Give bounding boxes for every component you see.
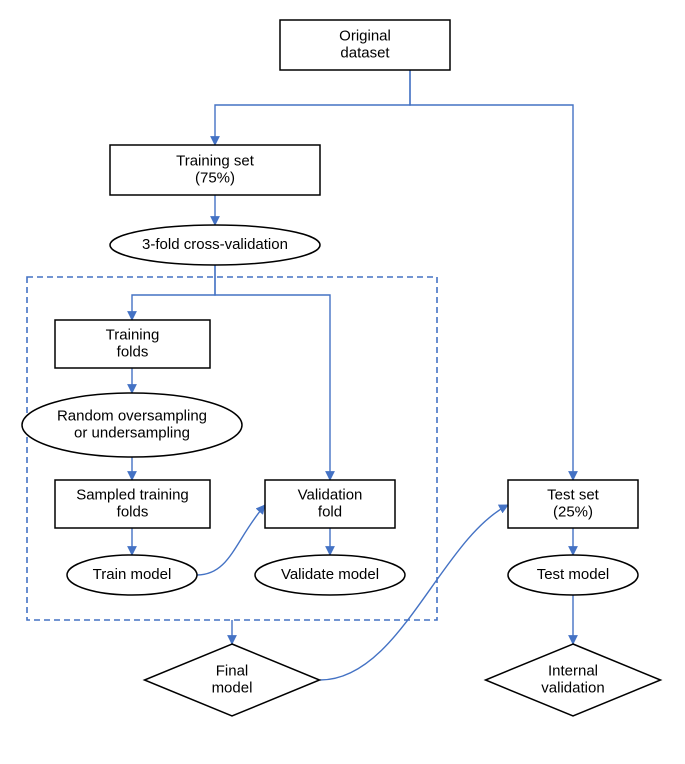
val_fold-label: fold [318, 504, 342, 521]
node-test_model: Test model [508, 555, 638, 595]
flowchart: Originaldataset Training set(75%) 3-fold c… [0, 0, 685, 764]
node-cv: 3-fold cross-validation [110, 225, 320, 265]
oversample-label: or undersampling [74, 425, 190, 442]
final_model-label: Final [216, 662, 249, 679]
node-train_model: Train model [67, 555, 197, 595]
training_set-label: Training set [176, 152, 255, 169]
node-internal_val: Internalvalidation [486, 644, 661, 716]
internal_val-label: validation [541, 680, 604, 697]
original-label: dataset [340, 45, 390, 62]
test_set-label: Test set [547, 486, 600, 503]
edge-0 [215, 70, 410, 145]
node-train_folds: Trainingfolds [55, 320, 210, 368]
val_model-label: Validate model [281, 566, 379, 583]
node-test_set: Test set(25%) [508, 480, 638, 528]
sampled-label: folds [117, 504, 149, 521]
cv-label: 3-fold cross-validation [142, 236, 288, 253]
train_folds-label: Training [106, 326, 160, 343]
nodes: Originaldataset Training set(75%) 3-fold c… [22, 20, 661, 716]
node-val_fold: Validationfold [265, 480, 395, 528]
train_model-label: Train model [93, 566, 172, 583]
node-oversample: Random oversamplingor undersampling [22, 393, 242, 457]
node-training_set: Training set(75%) [110, 145, 320, 195]
oversample-label: Random oversampling [57, 407, 207, 424]
internal_val-label: Internal [548, 662, 598, 679]
original-label: Original [339, 27, 391, 44]
node-val_model: Validate model [255, 555, 405, 595]
edge-3 [132, 265, 215, 320]
node-sampled: Sampled trainingfolds [55, 480, 210, 528]
final_model-label: model [212, 680, 253, 697]
test_set-label: (25%) [553, 504, 593, 521]
node-original: Originaldataset [280, 20, 450, 70]
val_fold-label: Validation [298, 486, 363, 503]
sampled-label: Sampled training [76, 486, 189, 503]
edge-4 [215, 265, 330, 480]
test_model-label: Test model [537, 566, 610, 583]
train_folds-label: folds [117, 344, 149, 361]
node-final_model: Finalmodel [145, 644, 320, 716]
edge-1 [410, 70, 573, 480]
training_set-label: (75%) [195, 170, 235, 187]
